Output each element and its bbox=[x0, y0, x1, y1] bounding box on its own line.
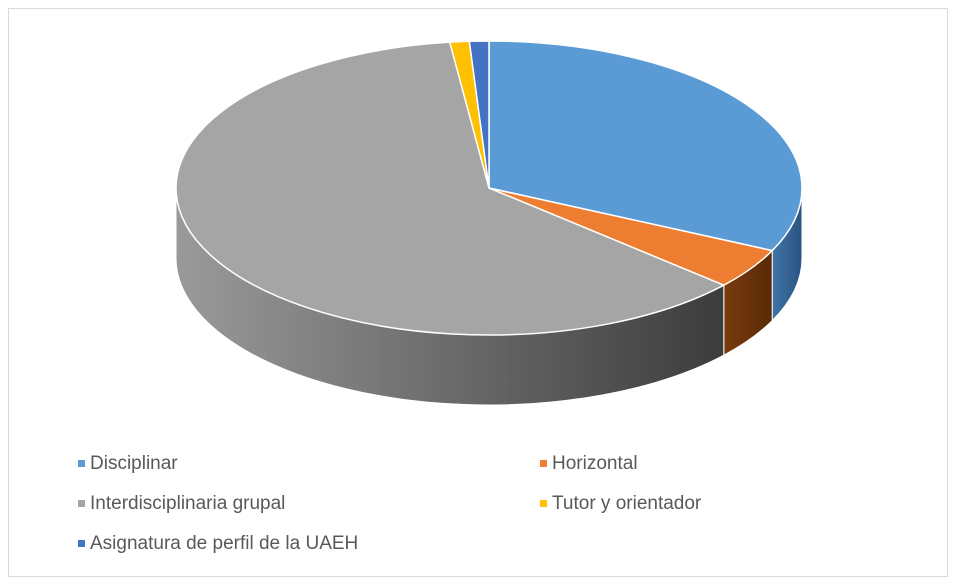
legend-label: Horizontal bbox=[552, 453, 638, 474]
legend-swatch bbox=[78, 500, 85, 507]
legend-swatch bbox=[540, 500, 547, 507]
legend-swatch bbox=[78, 460, 85, 467]
legend-label: Tutor y orientador bbox=[552, 493, 702, 514]
legend-swatch bbox=[78, 540, 85, 547]
slice bbox=[488, 40, 803, 252]
slice bbox=[468, 40, 490, 189]
legend-swatch bbox=[540, 460, 547, 467]
slice bbox=[175, 41, 726, 336]
legend-label: Interdisciplinaria grupal bbox=[90, 493, 285, 514]
legend-label: Disciplinar bbox=[90, 453, 178, 474]
legend-label: Asignatura de perfil de la UAEH bbox=[90, 533, 358, 554]
